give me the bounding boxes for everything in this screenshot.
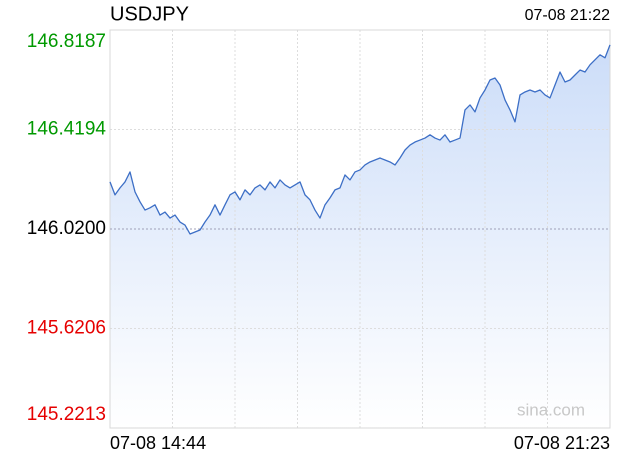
watermark: sina.com xyxy=(517,400,585,419)
x-tick-label: 07-08 21:23 xyxy=(514,433,610,453)
timestamp: 07-08 21:22 xyxy=(525,7,611,24)
area xyxy=(110,44,610,429)
y-tick-label: 145.2213 xyxy=(27,404,106,425)
y-tick-label: 146.8187 xyxy=(27,31,106,52)
y-tick-label: 146.0200 xyxy=(27,218,106,239)
line xyxy=(109,44,611,235)
x-tick-label: 07-08 14:44 xyxy=(110,433,206,453)
chart-title: USDJPY xyxy=(110,3,189,25)
y-tick-label: 146.4194 xyxy=(27,119,107,140)
y-tick-label: 145.6206 xyxy=(27,318,106,339)
